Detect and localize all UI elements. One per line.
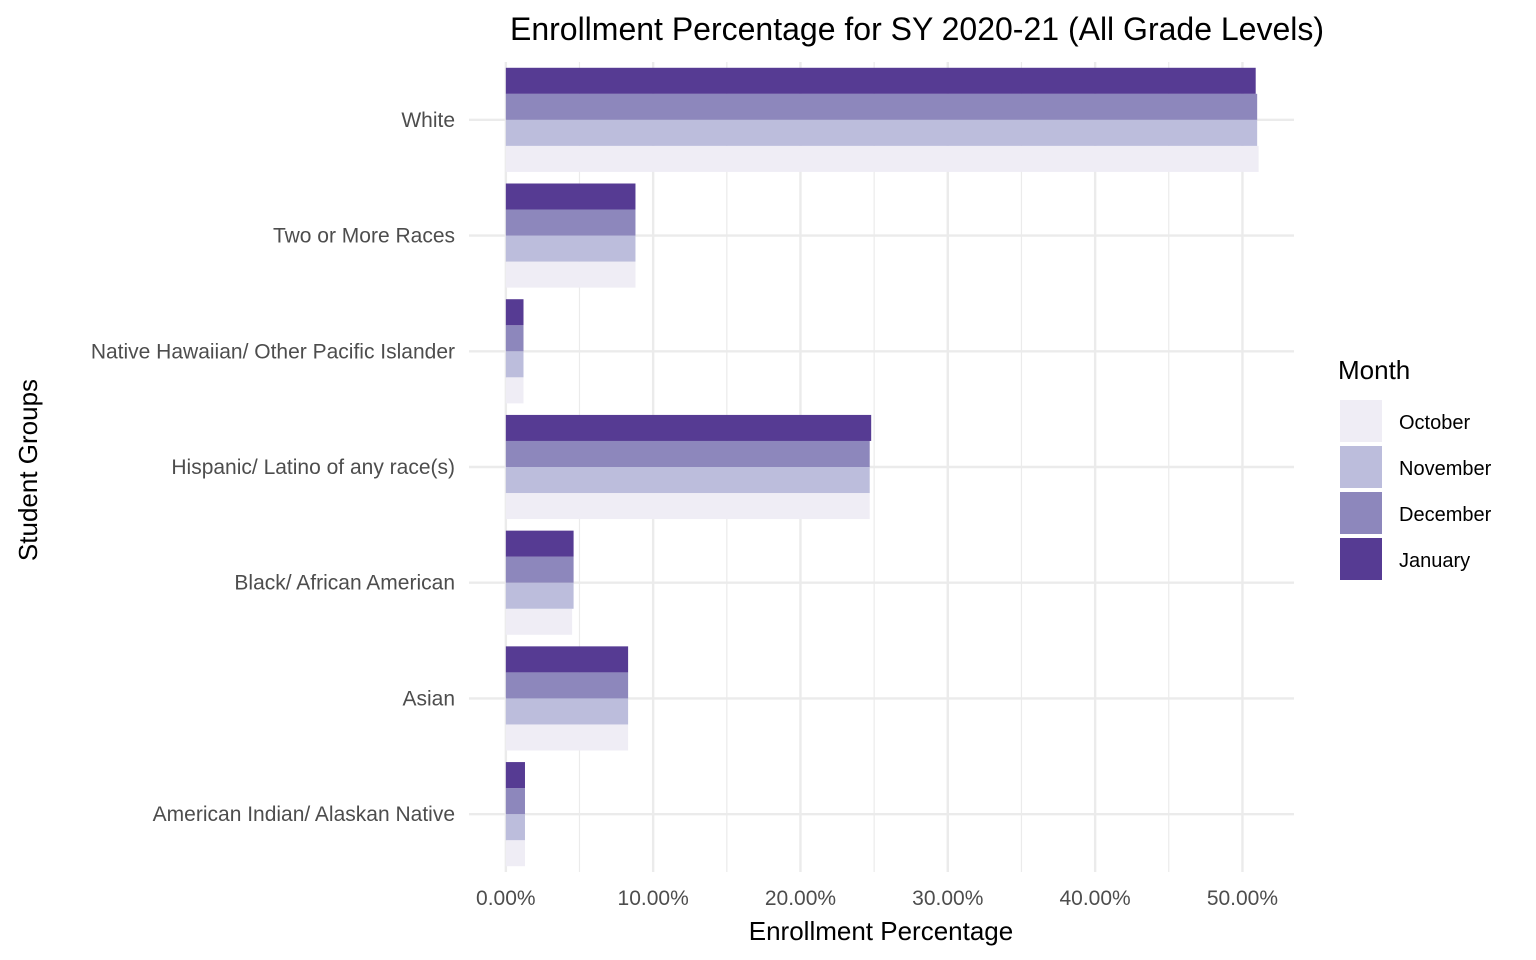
chart-title: Enrollment Percentage for SY 2020-21 (Al… <box>510 11 1324 47</box>
y-tick-label: White <box>401 109 455 132</box>
x-tick-label: 0.00% <box>476 887 536 910</box>
bar <box>505 556 574 583</box>
x-tick-label: 20.00% <box>765 887 836 910</box>
bar <box>505 209 636 236</box>
bar <box>505 762 525 789</box>
bar <box>505 67 1256 94</box>
bar <box>505 119 1258 146</box>
bar <box>505 299 524 326</box>
bar <box>505 467 870 494</box>
legend-items: October November December January <box>1340 400 1492 580</box>
bar <box>505 814 525 841</box>
y-axis-title: Student Groups <box>13 379 43 561</box>
legend-label: November <box>1399 458 1492 480</box>
bar <box>505 377 524 404</box>
bar <box>505 261 636 288</box>
bar <box>505 183 636 210</box>
bar <box>505 724 629 751</box>
y-tick-label: American Indian/ Alaskan Native <box>153 803 455 826</box>
x-axis-title: Enrollment Percentage <box>749 916 1013 946</box>
bar <box>505 788 525 815</box>
y-tick-label: Asian <box>402 687 455 710</box>
bar <box>505 698 629 725</box>
bar <box>505 672 629 699</box>
bar-layer <box>505 67 1259 867</box>
bar <box>505 325 524 352</box>
legend: Month October November December January <box>1338 355 1492 580</box>
bar <box>505 235 636 262</box>
bar <box>505 440 870 467</box>
bar <box>505 608 573 635</box>
bar <box>505 351 524 378</box>
bar <box>505 530 574 557</box>
legend-swatch <box>1340 492 1382 534</box>
bar <box>505 145 1259 172</box>
x-tick-label: 10.00% <box>618 887 689 910</box>
y-tick-label: Black/ African American <box>234 572 455 595</box>
y-tick-label: Native Hawaiian/ Other Pacific Islander <box>91 340 455 363</box>
legend-title: Month <box>1338 355 1410 385</box>
legend-label: October <box>1399 412 1470 434</box>
y-tick-label: Two or More Races <box>273 225 455 248</box>
x-tick-label: 40.00% <box>1059 887 1130 910</box>
legend-swatch <box>1340 538 1382 580</box>
bar <box>505 414 872 441</box>
x-tick-label: 50.00% <box>1207 887 1278 910</box>
bar <box>505 646 629 673</box>
bar <box>505 840 525 867</box>
bar <box>505 93 1258 120</box>
y-tick-label: Hispanic/ Latino of any race(s) <box>171 456 455 479</box>
label-layer: American Indian/ Alaskan Native Asian Blac… <box>91 109 1278 910</box>
legend-swatch <box>1340 446 1382 488</box>
legend-swatch <box>1340 400 1382 442</box>
bar <box>505 582 574 609</box>
x-tick-label: 30.00% <box>912 887 983 910</box>
legend-label: January <box>1399 550 1470 572</box>
legend-label: December <box>1399 504 1492 526</box>
bar <box>505 493 870 520</box>
